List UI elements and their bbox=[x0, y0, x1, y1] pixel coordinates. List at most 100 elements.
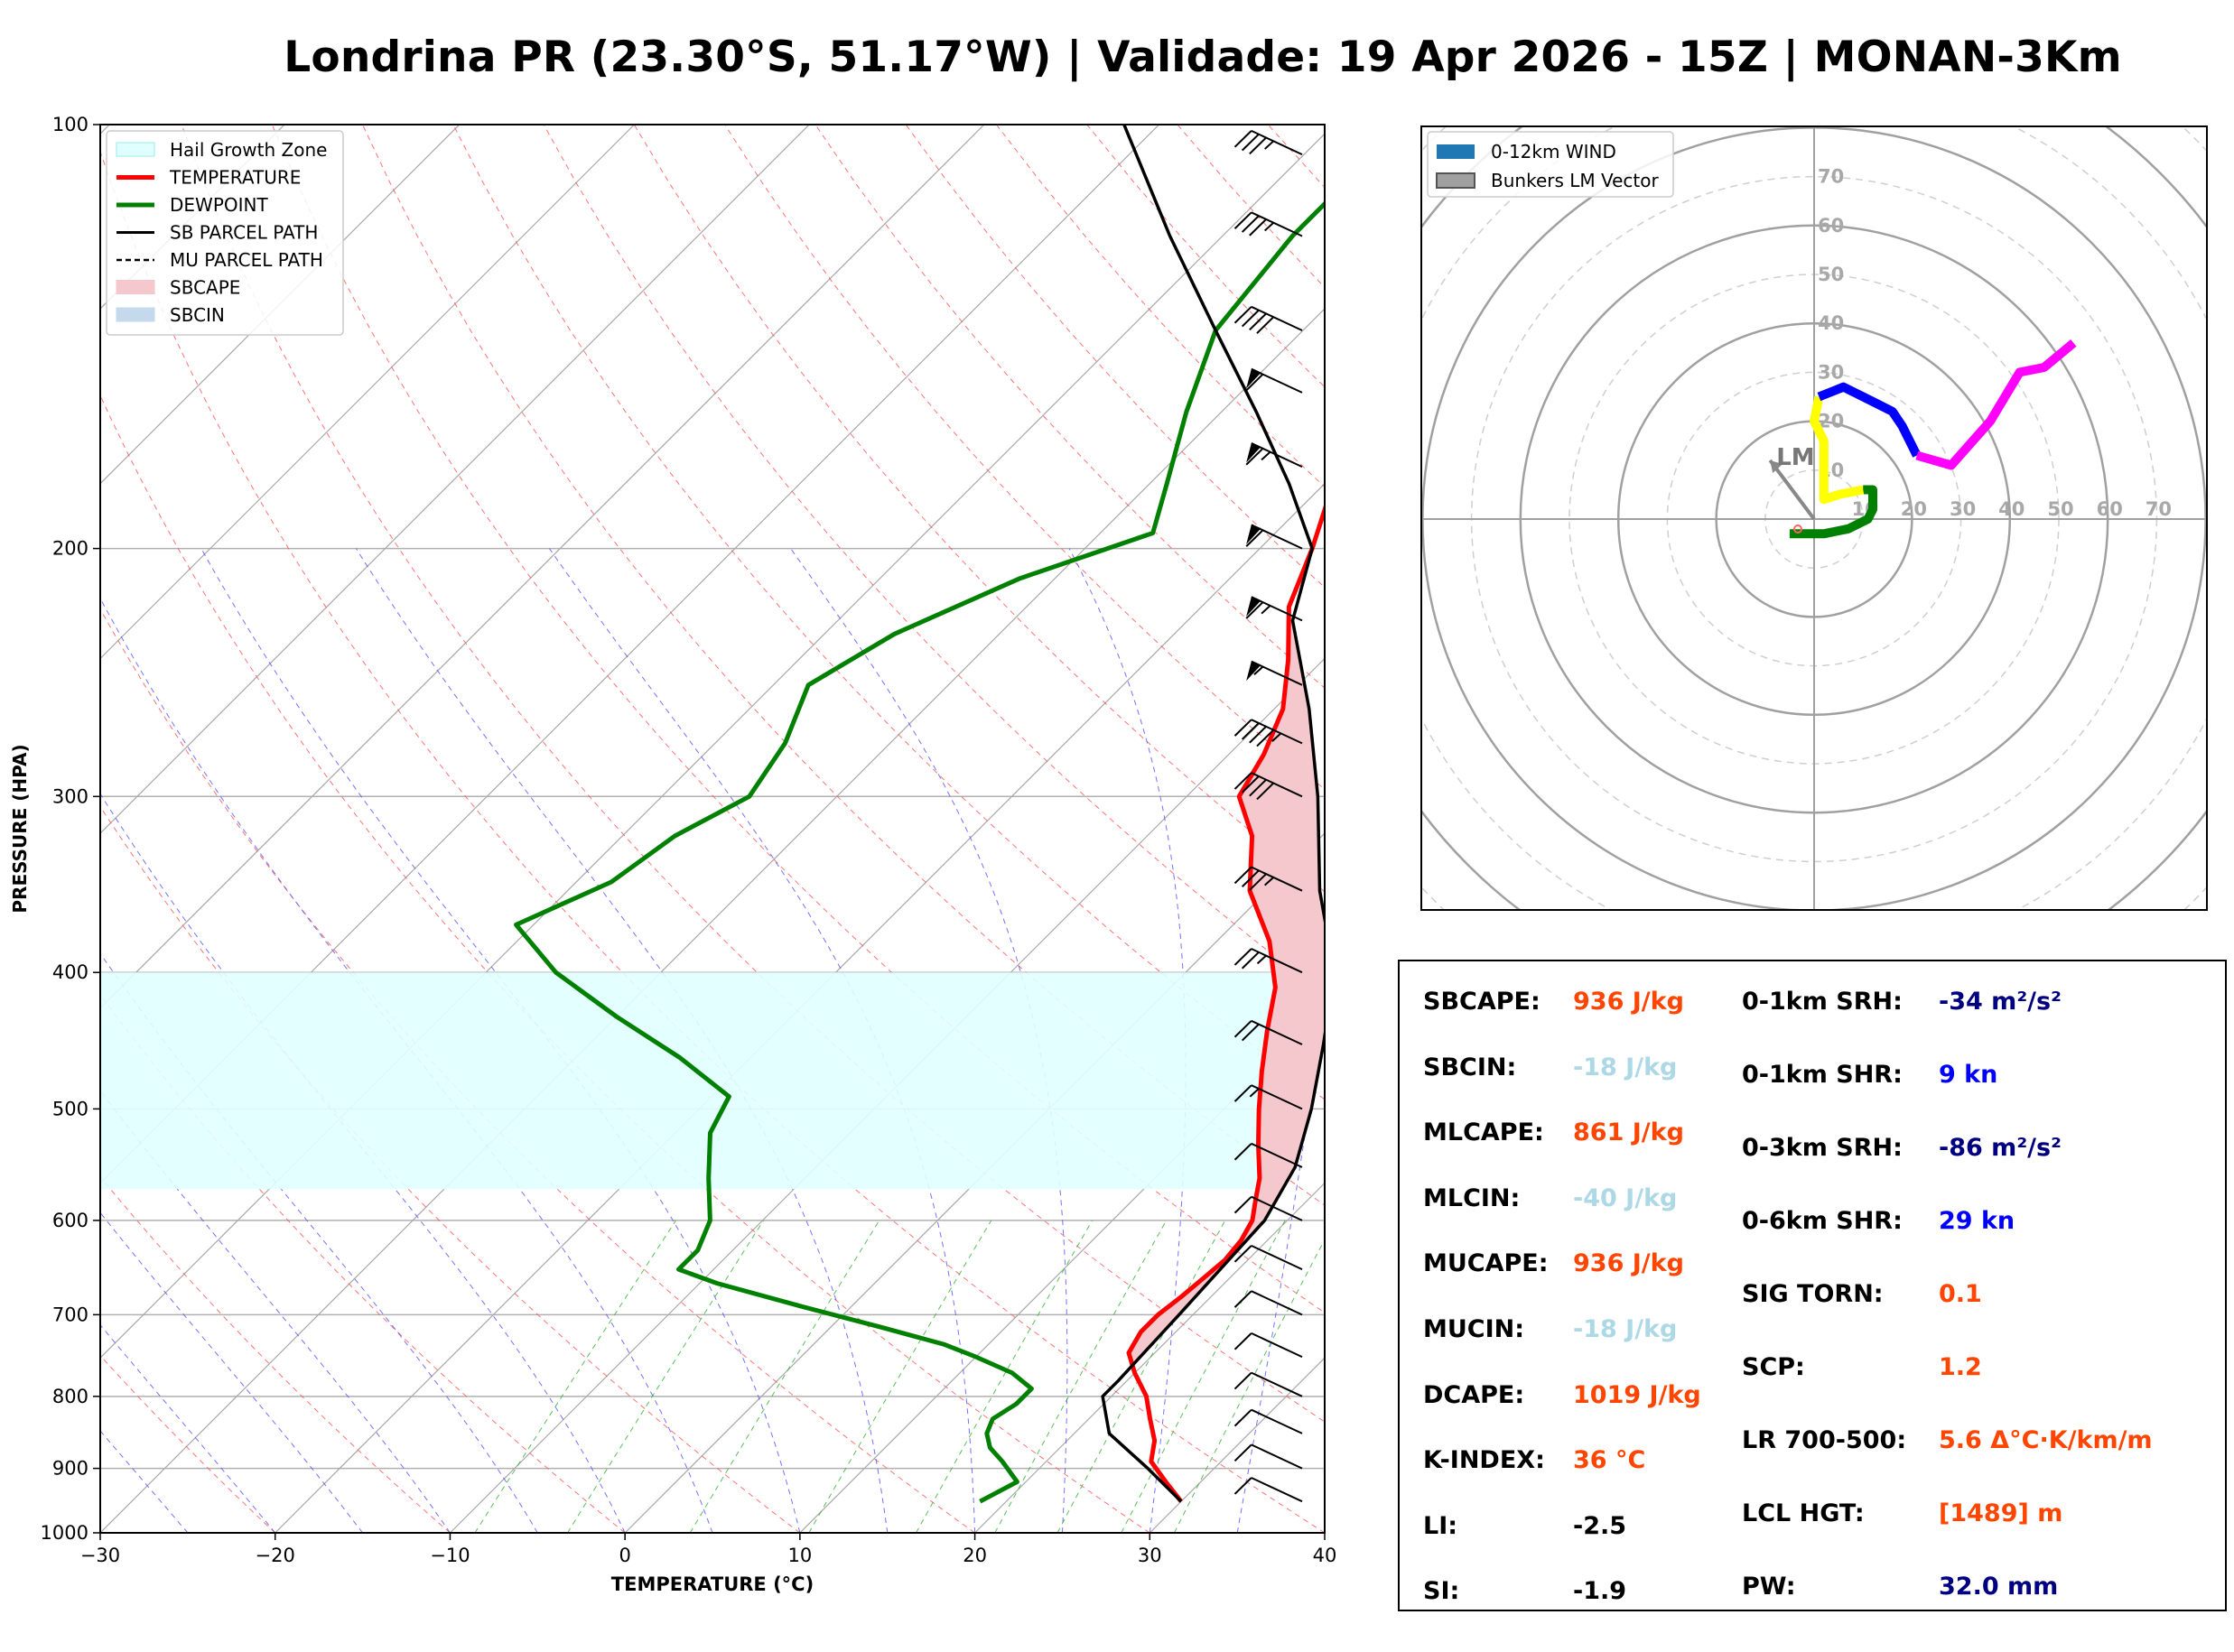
stat-value: -18 J/kg bbox=[1573, 1053, 1678, 1081]
barb-flag bbox=[1246, 442, 1261, 463]
legend-label: MU PARCEL PATH bbox=[170, 249, 323, 271]
stat-value: 29 kn bbox=[1939, 1207, 2015, 1235]
barb-full bbox=[1241, 951, 1260, 970]
barb-staff bbox=[1251, 1084, 1303, 1110]
barb-full bbox=[1249, 312, 1267, 331]
isotherm-line bbox=[624, 832, 1325, 1533]
hodo-ring-label-x: 70 bbox=[2146, 498, 2172, 520]
stat-value: -18 J/kg bbox=[1573, 1315, 1678, 1343]
barb-full bbox=[1233, 1371, 1252, 1390]
dewpoint-line bbox=[514, 200, 1325, 1504]
mixing-ratio-line bbox=[567, 1220, 765, 1533]
legend-swatch bbox=[116, 307, 155, 322]
x-tick-label: 10 bbox=[787, 1545, 812, 1566]
dry-adiabat bbox=[452, 125, 1325, 1100]
bunkers-lm-arrowhead bbox=[1770, 459, 1783, 473]
wind-barb bbox=[1233, 1142, 1303, 1168]
stat-label: LCL HGT: bbox=[1742, 1499, 1865, 1527]
moist-adiabat bbox=[790, 548, 1068, 1533]
barb-full bbox=[1233, 1290, 1252, 1308]
wind-barb bbox=[1233, 129, 1303, 156]
wind-barb bbox=[1233, 1244, 1303, 1271]
moist-adiabat bbox=[100, 793, 626, 1533]
barb-full bbox=[1241, 775, 1260, 794]
barb-full bbox=[1241, 869, 1260, 887]
y-tick-label: 900 bbox=[52, 1458, 88, 1480]
stat-label: SIG TORN: bbox=[1742, 1280, 1884, 1308]
wind-barb bbox=[1233, 719, 1303, 747]
hodo-segment-1-3km bbox=[1810, 395, 1865, 505]
y-tick-label: 600 bbox=[52, 1210, 88, 1231]
stat-label: MUCAPE: bbox=[1423, 1249, 1549, 1278]
wind-barbs bbox=[1233, 129, 1303, 1503]
y-tick-label: 300 bbox=[52, 785, 88, 807]
isotherm-line bbox=[100, 125, 985, 1009]
y-tick-label: 800 bbox=[52, 1386, 88, 1407]
x-tick-label: 40 bbox=[1313, 1545, 1337, 1566]
barb-staff bbox=[1251, 211, 1303, 237]
wind-barb bbox=[1245, 524, 1303, 550]
stat-label: LI: bbox=[1423, 1511, 1458, 1540]
barb-staff bbox=[1251, 1332, 1303, 1359]
skewt-legend: Hail Growth Zone TEMPERATURE DEWPOINT SB PA… bbox=[106, 130, 344, 336]
barb-staff bbox=[1251, 1244, 1303, 1271]
isotherm-line bbox=[100, 125, 1159, 1184]
hodo-segment-3-6km bbox=[1817, 382, 1922, 458]
legend-label: 0-12km WIND bbox=[1491, 141, 1616, 162]
barb-half bbox=[1264, 140, 1274, 150]
barb-full bbox=[1233, 719, 1252, 737]
stat-label: SBCAPE: bbox=[1423, 988, 1541, 1016]
barb-full bbox=[1233, 1477, 1252, 1495]
hodo-ring bbox=[1227, 0, 2234, 1106]
isotherm-line bbox=[275, 482, 1325, 1533]
stat-value: 861 J/kg bbox=[1573, 1118, 1684, 1147]
barb-full bbox=[1233, 1408, 1252, 1427]
wind-barb bbox=[1233, 1332, 1303, 1359]
barb-staff bbox=[1251, 1371, 1303, 1397]
skewt-shading bbox=[100, 619, 1325, 1381]
barb-full bbox=[1233, 1443, 1252, 1462]
barb-full bbox=[1241, 133, 1260, 152]
mixing-ratio-line bbox=[1056, 1220, 1226, 1533]
isotherm-line bbox=[100, 133, 1325, 1360]
hodo-ring-label-x: 20 bbox=[1901, 498, 1927, 520]
stat-value: 32.0 mm bbox=[1939, 1573, 2059, 1601]
y-tick-label: 500 bbox=[52, 1098, 88, 1119]
stat-value: -1.9 bbox=[1573, 1577, 1627, 1606]
legend-swatch bbox=[1436, 172, 1475, 189]
mixing-ratio-line bbox=[474, 1220, 676, 1533]
x-tick-label: 20 bbox=[963, 1545, 987, 1566]
barb-staff bbox=[1251, 305, 1303, 331]
hodo-legend-box bbox=[1427, 131, 1674, 198]
wind-barb bbox=[1245, 441, 1303, 469]
wind-barb bbox=[1245, 367, 1303, 394]
skewt-profiles bbox=[514, 125, 1325, 1504]
barb-full bbox=[1241, 309, 1260, 328]
wind-barb bbox=[1246, 660, 1303, 686]
isotherm-line bbox=[100, 125, 285, 310]
barb-staff bbox=[1251, 1019, 1303, 1045]
y-tick-label: 100 bbox=[52, 114, 88, 135]
stat-label: SCP: bbox=[1742, 1353, 1805, 1381]
stat-value: 1019 J/kg bbox=[1573, 1380, 1701, 1409]
moist-adiabat bbox=[100, 1323, 276, 1533]
stat-label: MLCAPE: bbox=[1423, 1118, 1544, 1147]
x-tick-label: −10 bbox=[430, 1545, 470, 1566]
barb-full bbox=[1233, 1020, 1252, 1038]
isotherm-line bbox=[100, 308, 1325, 1533]
barb-half bbox=[1271, 732, 1282, 742]
x-tick-label: 0 bbox=[619, 1545, 630, 1566]
dry-adiabat bbox=[100, 1354, 276, 1533]
stat-label: 0-6km SHR: bbox=[1742, 1207, 1903, 1235]
barb-half bbox=[1256, 954, 1267, 965]
barb-staff bbox=[1251, 1477, 1303, 1503]
barb-half bbox=[1264, 221, 1274, 232]
stat-value: -40 J/kg bbox=[1573, 1183, 1678, 1212]
stat-value: 936 J/kg bbox=[1573, 1249, 1684, 1278]
isotherm-line bbox=[100, 125, 810, 834]
barb-staff bbox=[1251, 596, 1303, 622]
legend-label: SB PARCEL PATH bbox=[170, 222, 318, 244]
barb-full bbox=[1245, 373, 1264, 392]
hail-growth-zone-fill bbox=[100, 972, 1276, 1190]
barb-full bbox=[1241, 215, 1260, 233]
